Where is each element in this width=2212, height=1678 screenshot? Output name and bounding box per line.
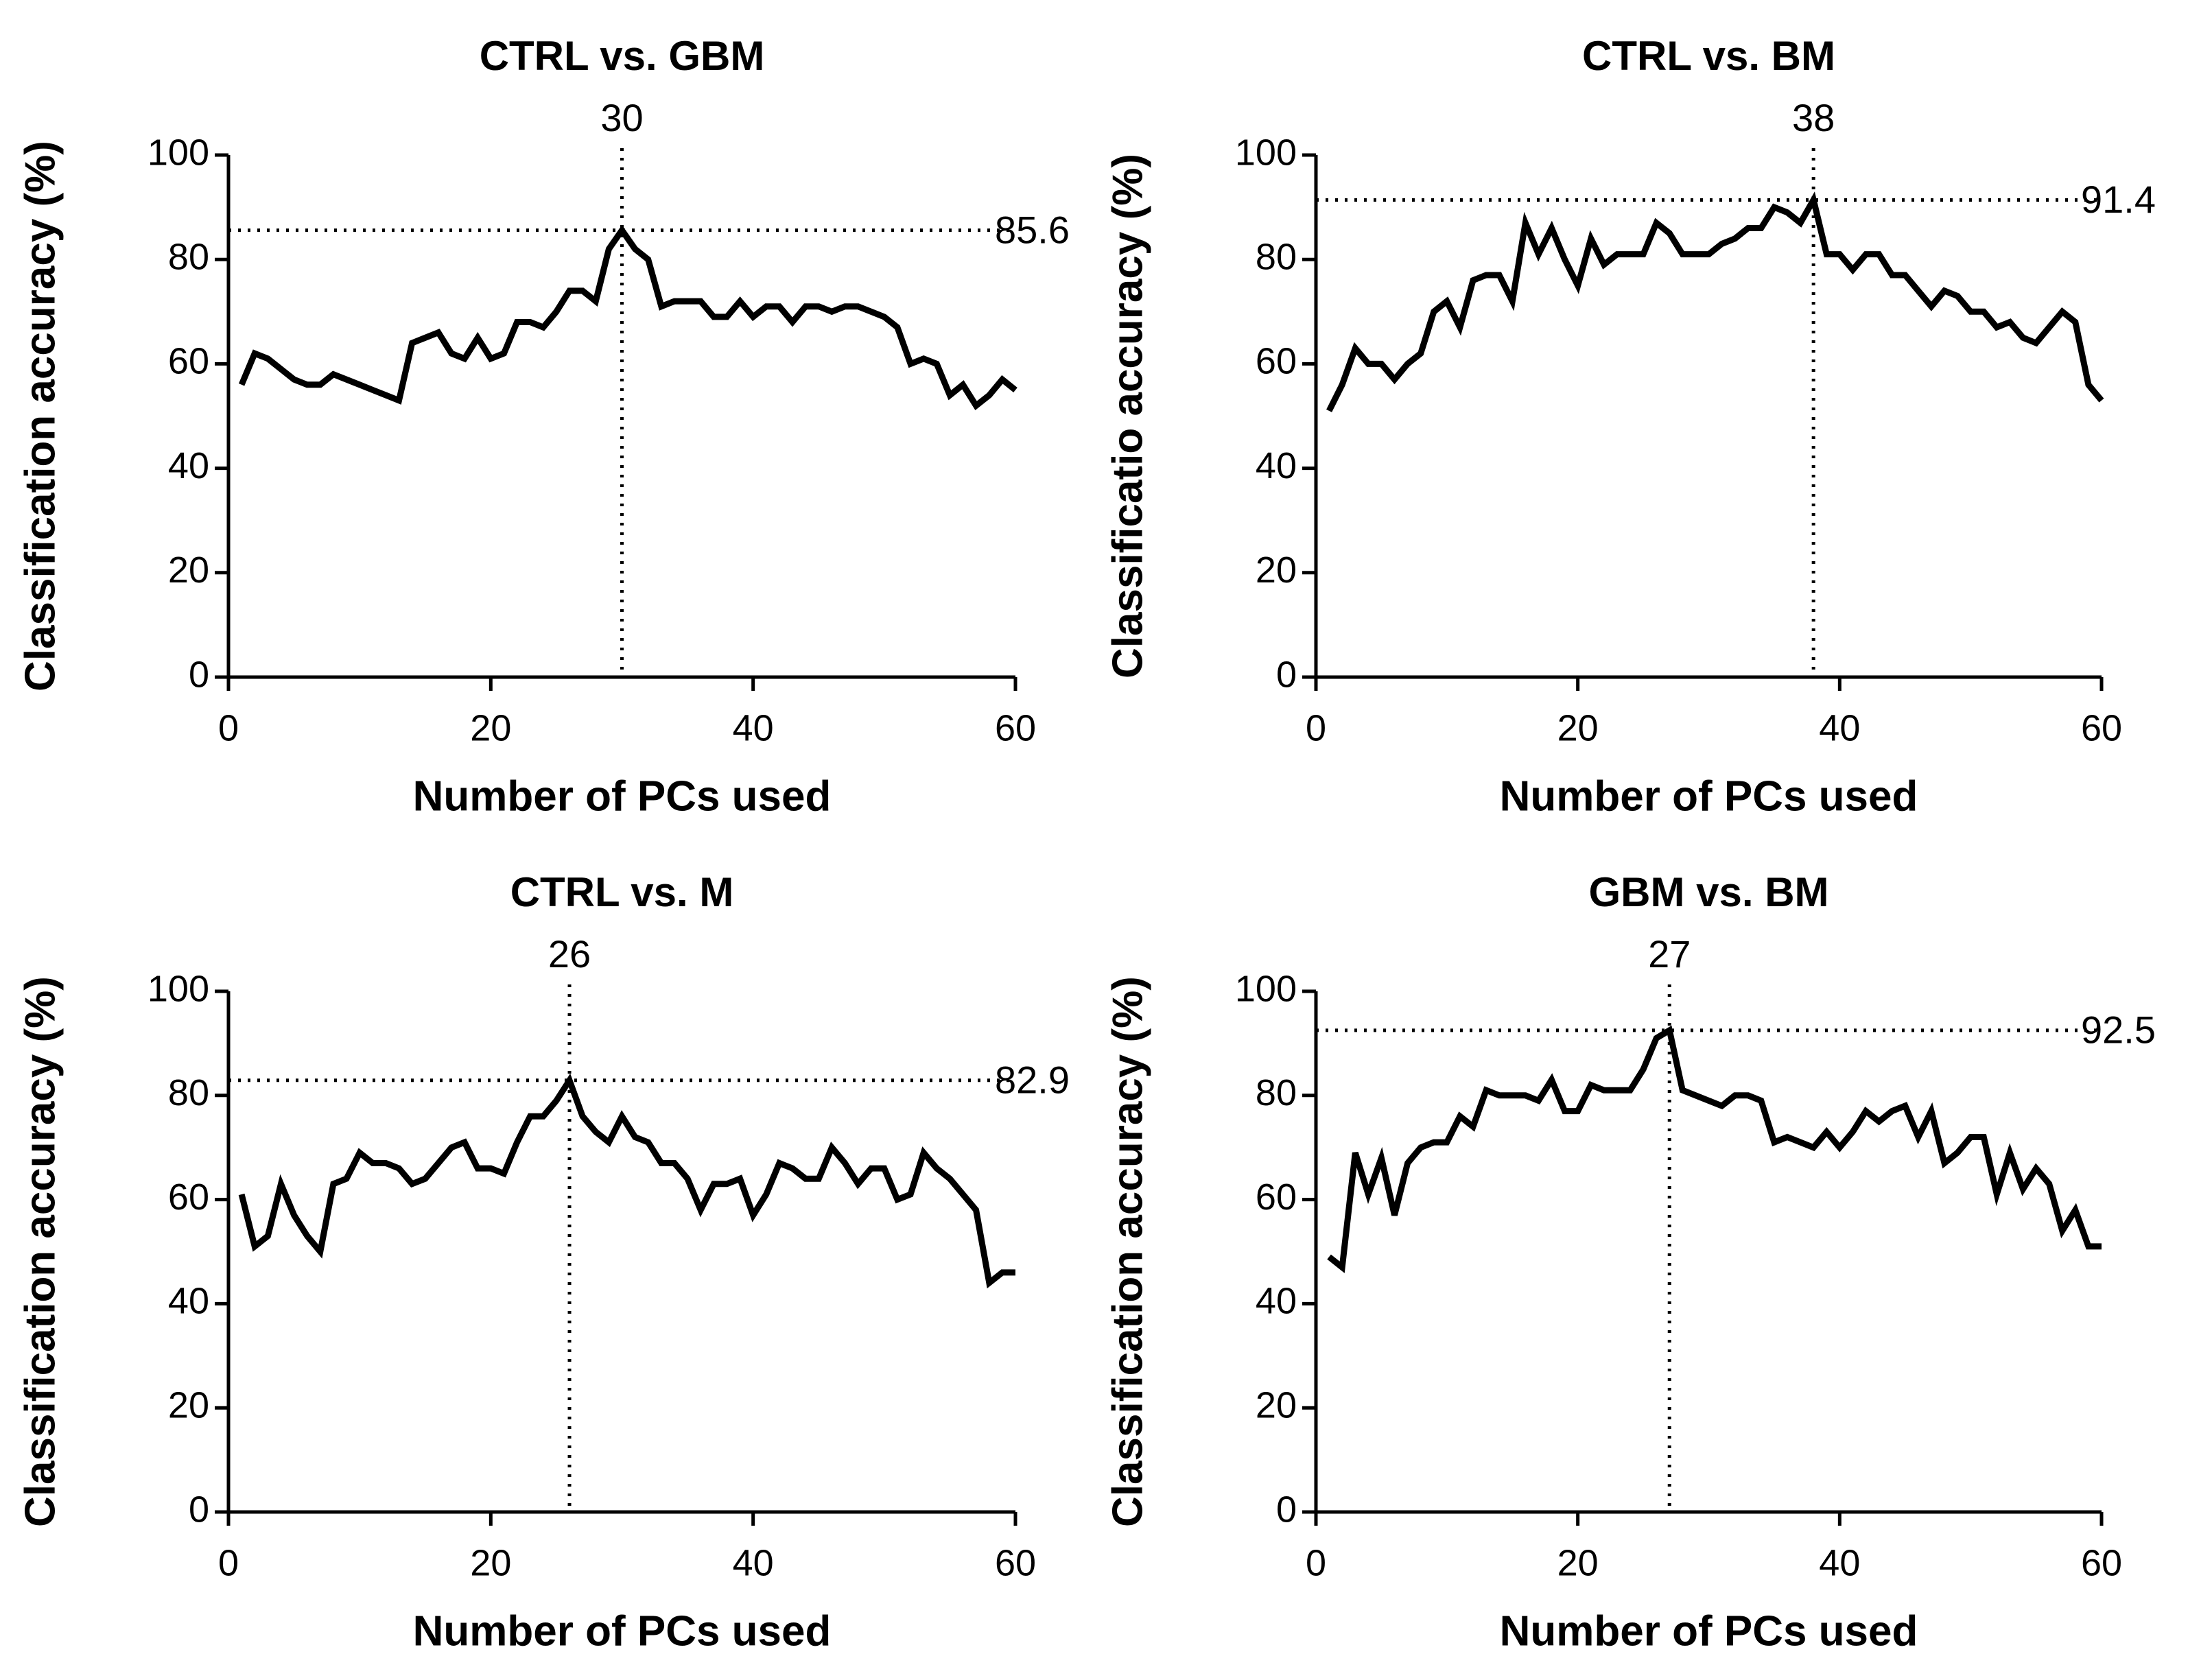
y-tick-label: 100 — [1235, 968, 1297, 1009]
x-tick-label: 60 — [995, 707, 1036, 748]
y-tick-label: 80 — [168, 236, 209, 277]
x-axis-label: Number of PCs used — [413, 1607, 832, 1655]
data-line — [238, 1073, 1015, 1289]
y-tick-label: 40 — [1256, 445, 1297, 486]
peak-y-label: 91.4 — [2081, 178, 2156, 221]
peak-x-label: 26 — [548, 932, 591, 976]
x-tick-label: 60 — [2081, 1542, 2122, 1583]
y-tick-label: 0 — [189, 1489, 209, 1530]
x-axis-label: Number of PCs used — [413, 772, 832, 820]
y-tick-label: 80 — [1256, 1072, 1297, 1113]
x-tick-label: 40 — [733, 707, 774, 748]
chart-title: CTRL vs. BM — [1582, 33, 1835, 79]
data-line — [1326, 191, 2104, 412]
chart-title: CTRL vs. GBM — [480, 33, 765, 79]
y-tick-label: 20 — [1256, 550, 1297, 591]
y-tick-label: 40 — [168, 445, 209, 486]
y-tick-label: 100 — [1235, 132, 1297, 173]
peak-y-label: 82.9 — [995, 1059, 1070, 1102]
x-axis-label: Number of PCs used — [1500, 772, 1918, 820]
y-tick-label: 60 — [168, 1177, 209, 1218]
x-tick-label: 40 — [733, 1542, 774, 1583]
y-tick-label: 0 — [1276, 1489, 1297, 1530]
y-tick-label: 60 — [1256, 1177, 1297, 1218]
x-tick-label: 20 — [470, 1542, 511, 1583]
data-line — [1327, 1025, 2102, 1273]
x-tick-label: 20 — [1557, 1542, 1599, 1583]
y-axis-label: Classificatio accuracy (%) — [1104, 154, 1151, 678]
y-tick-label: 20 — [168, 1384, 209, 1426]
y-tick-label: 80 — [1256, 236, 1297, 277]
peak-x-label: 30 — [600, 96, 643, 139]
y-tick-label: 100 — [148, 132, 209, 173]
x-tick-label: 60 — [2081, 707, 2122, 748]
x-tick-label: 20 — [1557, 707, 1599, 748]
chart-title: GBM vs. BM — [1588, 869, 1828, 915]
peak-x-label: 38 — [1792, 96, 1835, 139]
y-tick-label: 0 — [189, 654, 209, 695]
x-tick-label: 20 — [470, 707, 511, 748]
x-tick-label: 40 — [1819, 707, 1860, 748]
x-tick-label: 60 — [995, 1542, 1036, 1583]
peak-y-label: 85.6 — [995, 208, 1070, 251]
y-tick-label: 20 — [168, 550, 209, 591]
peak-x-label: 27 — [1648, 932, 1691, 976]
data-line — [238, 224, 1017, 410]
x-tick-label: 0 — [1306, 1542, 1326, 1583]
x-tick-label: 40 — [1819, 1542, 1860, 1583]
x-tick-label: 0 — [218, 707, 239, 748]
y-tick-label: 40 — [168, 1281, 209, 1322]
chart-title: CTRL vs. M — [510, 869, 734, 915]
y-tick-label: 40 — [1256, 1281, 1297, 1322]
y-tick-label: 60 — [168, 341, 209, 382]
y-tick-label: 80 — [168, 1072, 209, 1113]
y-tick-label: 60 — [1256, 341, 1297, 382]
y-tick-label: 0 — [1276, 654, 1297, 695]
x-tick-label: 0 — [1306, 707, 1326, 748]
y-axis-label: Classification accuracy (%) — [16, 141, 64, 692]
y-axis-label: Classification accuracy (%) — [1104, 976, 1151, 1527]
y-axis-label: Classification accuracy (%) — [16, 976, 64, 1527]
peak-y-label: 92.5 — [2081, 1008, 2156, 1052]
y-tick-label: 100 — [148, 968, 209, 1009]
x-tick-label: 0 — [218, 1542, 239, 1583]
x-axis-label: Number of PCs used — [1500, 1607, 1918, 1655]
y-tick-label: 20 — [1256, 1384, 1297, 1426]
